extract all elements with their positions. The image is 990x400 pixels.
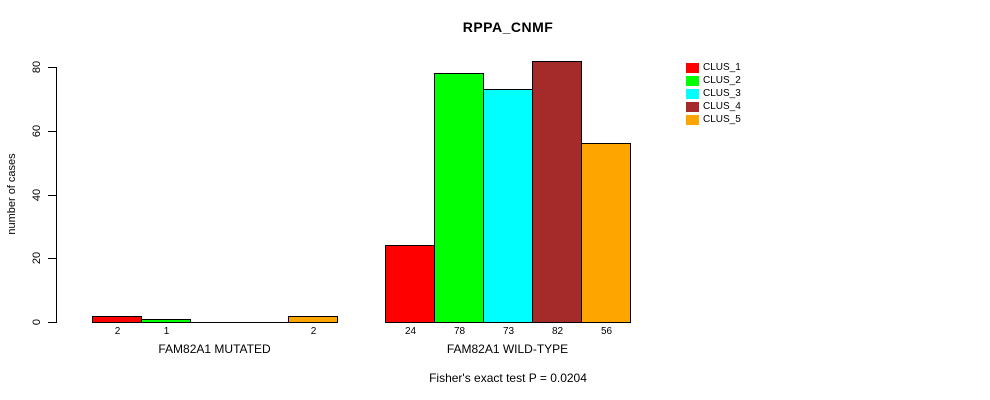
- y-tick-label-0: 0: [31, 318, 43, 326]
- y-tick-40: [48, 195, 56, 196]
- bar-value-label-clus_5-group1: 2: [310, 326, 317, 337]
- y-tick-label-40: 40: [31, 188, 43, 202]
- annotation-fisher-test: Fisher's exact test P = 0.0204: [429, 371, 587, 385]
- group-label-2: FAM82A1 WILD-TYPE: [446, 342, 569, 356]
- legend-swatch-clus_2: [686, 76, 699, 86]
- bar-clus_1-group2: [385, 245, 435, 323]
- chart-title: RPPA_CNMF: [462, 19, 554, 35]
- y-axis-line: [56, 67, 57, 323]
- bar-clus_5-group1: [288, 316, 338, 323]
- legend-swatch-clus_3: [686, 89, 699, 99]
- legend-label-clus_1: CLUS_1: [703, 62, 741, 73]
- bar-clus_1-group1: [92, 316, 142, 323]
- bar-value-label-clus_4-group2: 82: [551, 326, 564, 337]
- legend-label-clus_4: CLUS_4: [703, 101, 741, 112]
- y-tick-20: [48, 258, 56, 259]
- bar-value-label-clus_2-group2: 78: [453, 326, 466, 337]
- bar-value-label-clus_3-group2: 73: [502, 326, 515, 337]
- group-label-1: FAM82A1 MUTATED: [158, 342, 271, 356]
- legend-label-clus_2: CLUS_2: [703, 75, 741, 86]
- legend-label-clus_3: CLUS_3: [703, 88, 741, 99]
- legend-label-clus_5: CLUS_5: [703, 114, 741, 125]
- y-tick-label-60: 60: [31, 124, 43, 138]
- bar-clus_2-group2: [434, 73, 484, 323]
- bar-value-label-clus_2-group1: 1: [163, 326, 170, 337]
- bar-clus_4-group2: [532, 61, 582, 323]
- bar-value-label-clus_5-group2: 56: [600, 326, 613, 337]
- legend-swatch-clus_4: [686, 102, 699, 112]
- bar-clus_3-group2: [483, 89, 533, 323]
- bar-value-label-clus_1-group2: 24: [404, 326, 417, 337]
- y-tick-label-80: 80: [31, 60, 43, 74]
- y-axis-label: number of cases: [6, 153, 18, 235]
- bar-value-label-clus_1-group1: 2: [114, 326, 121, 337]
- y-tick-60: [48, 131, 56, 132]
- y-tick-80: [48, 67, 56, 68]
- bar-clus_3-group1: [190, 322, 240, 323]
- y-tick-label-20: 20: [31, 251, 43, 265]
- bar-clus_4-group1: [239, 322, 289, 323]
- legend-swatch-clus_1: [686, 63, 699, 73]
- bar-clus_5-group2: [581, 143, 631, 323]
- y-tick-0: [48, 322, 56, 323]
- bar-clus_2-group1: [141, 319, 191, 323]
- legend-swatch-clus_5: [686, 115, 699, 125]
